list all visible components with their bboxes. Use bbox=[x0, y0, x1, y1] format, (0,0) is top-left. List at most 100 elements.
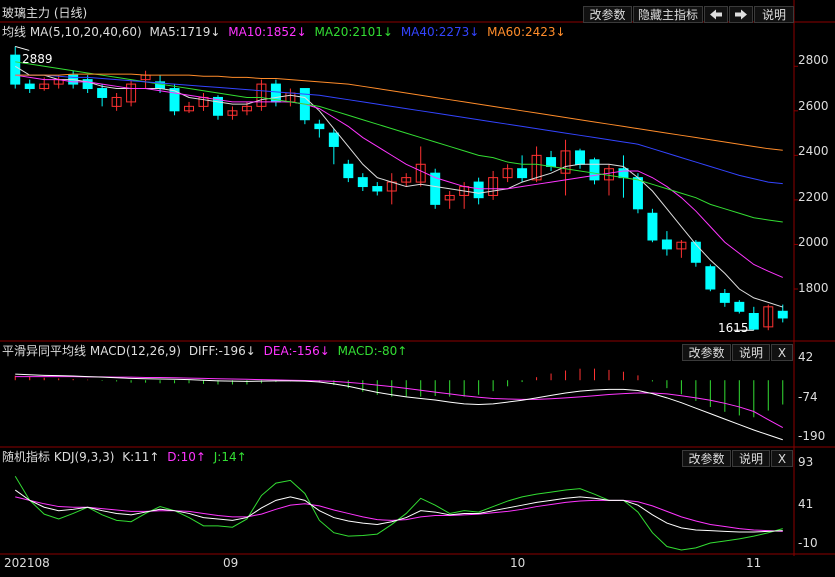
y-tick-1800: 1800 bbox=[798, 281, 829, 295]
candle-down bbox=[661, 239, 672, 250]
candle-down bbox=[430, 172, 441, 205]
y-tick-2600: 2600 bbox=[798, 99, 829, 113]
candle-down bbox=[575, 150, 586, 165]
diff-legend: DIFF:-196↓ bbox=[188, 344, 256, 358]
ma40-line bbox=[15, 74, 783, 185]
macd-params-button[interactable]: 改参数 bbox=[682, 344, 731, 361]
candle-down bbox=[719, 292, 730, 303]
candle-down bbox=[589, 159, 600, 181]
kdj-y-tick-41: 41 bbox=[798, 497, 814, 511]
y-tick-2200: 2200 bbox=[798, 190, 829, 204]
high-price-label: 2889 bbox=[22, 52, 53, 66]
candle-down bbox=[212, 96, 223, 116]
candle-down bbox=[357, 177, 368, 188]
candle-down bbox=[314, 123, 325, 130]
dea-legend: DEA:-156↓ bbox=[263, 344, 330, 358]
candle-up bbox=[488, 177, 499, 196]
macd-y-tick-190: -190 bbox=[798, 429, 826, 443]
macd-title: 平滑异同平均线 bbox=[2, 344, 87, 358]
candle-up bbox=[763, 306, 774, 328]
y-tick-2000: 2000 bbox=[798, 235, 829, 249]
candle-down bbox=[24, 83, 35, 90]
low-price-label: 1615 bbox=[718, 321, 749, 335]
candle-down bbox=[517, 168, 528, 179]
candle-up bbox=[126, 83, 137, 103]
macd-close-button[interactable]: X bbox=[771, 344, 793, 361]
macd-value-legend: MACD:-80↑ bbox=[337, 344, 408, 358]
macd-y-tick-74: -74 bbox=[798, 390, 818, 404]
arrow-left-icon bbox=[710, 9, 722, 20]
x-label-11: 11 bbox=[746, 556, 762, 570]
dea-line bbox=[15, 376, 783, 429]
candle-down bbox=[618, 168, 629, 179]
x-label-10: 10 bbox=[510, 556, 526, 570]
y-tick-2400: 2400 bbox=[798, 144, 829, 158]
candle-down bbox=[748, 313, 759, 330]
candle-up bbox=[502, 168, 513, 179]
candle-down bbox=[777, 310, 788, 319]
params-button[interactable]: 改参数 bbox=[583, 6, 632, 23]
ma60-line bbox=[15, 73, 783, 151]
candle-down bbox=[690, 241, 701, 263]
k-legend: K:11↑ bbox=[122, 450, 160, 464]
ma20-line bbox=[15, 61, 783, 223]
ma10-legend: MA10:1852↓ bbox=[228, 25, 307, 39]
arrow-right-icon bbox=[735, 9, 747, 20]
candle-up bbox=[39, 83, 50, 90]
macd-header: 平滑异同平均线 MACD(12,26,9) DIFF:-196↓ DEA:-15… bbox=[2, 343, 407, 360]
candle-down bbox=[169, 88, 180, 112]
kdj-y-tick-93: 93 bbox=[798, 455, 814, 469]
candle-down bbox=[372, 186, 383, 192]
candle-down bbox=[632, 177, 643, 210]
ma10-line bbox=[15, 74, 783, 278]
j-line bbox=[14, 476, 783, 551]
candle-down bbox=[328, 132, 339, 147]
candle-up bbox=[256, 83, 267, 107]
macd-params-legend: MACD(12,26,9) bbox=[89, 344, 181, 358]
next-button[interactable] bbox=[729, 6, 753, 23]
candle-up bbox=[560, 150, 571, 174]
j-legend: J:14↑ bbox=[213, 450, 247, 464]
candle-down bbox=[97, 88, 108, 98]
candle-up bbox=[111, 96, 122, 107]
candle-up bbox=[444, 194, 455, 201]
candle-down bbox=[343, 163, 354, 179]
diff-line bbox=[15, 373, 783, 441]
macd-y-tick-42: 42 bbox=[798, 350, 814, 364]
candle-up bbox=[401, 177, 412, 183]
kdj-header: 随机指标 KDJ(9,3,3) K:11↑ D:10↑ J:14↑ bbox=[2, 449, 247, 466]
kdj-params-button[interactable]: 改参数 bbox=[682, 450, 731, 467]
y-tick-2800: 2800 bbox=[798, 53, 829, 67]
candle-down bbox=[10, 54, 21, 85]
kdj-close-button[interactable]: X bbox=[771, 450, 793, 467]
candle-up bbox=[241, 105, 252, 112]
macd-help-button[interactable]: 说明 bbox=[732, 344, 770, 361]
d-line bbox=[15, 496, 783, 532]
ma40-legend: MA40:2273↓ bbox=[400, 25, 480, 39]
candle-down bbox=[734, 301, 745, 312]
kdj-params-legend: KDJ(9,3,3) bbox=[53, 450, 115, 464]
d-legend: D:10↑ bbox=[167, 450, 206, 464]
kdj-title: 随机指标 bbox=[2, 450, 51, 464]
candle-down bbox=[82, 79, 93, 90]
candle-up bbox=[227, 110, 238, 116]
x-label-09: 09 bbox=[223, 556, 239, 570]
candle-down bbox=[705, 266, 716, 290]
help-button[interactable]: 说明 bbox=[754, 6, 794, 23]
ma60-legend: MA60:2423↓ bbox=[487, 25, 566, 39]
kdj-help-button[interactable]: 说明 bbox=[732, 450, 770, 467]
ma5-legend: MA5:1719↓ bbox=[149, 25, 221, 39]
kdj-y-tick-10: -10 bbox=[798, 536, 818, 550]
k-line bbox=[14, 489, 783, 533]
candle-down bbox=[473, 181, 484, 199]
hide-indicator-button[interactable]: 隐藏主指标 bbox=[633, 6, 703, 23]
candle-up bbox=[531, 154, 542, 181]
ma20-legend: MA20:2101↓ bbox=[314, 25, 393, 39]
prev-button[interactable] bbox=[704, 6, 728, 23]
candle-down bbox=[546, 157, 557, 168]
ma-legend-label: 均线 MA(5,10,20,40,60) bbox=[2, 25, 142, 39]
high-price-pointer bbox=[15, 45, 30, 51]
candle-up bbox=[676, 241, 687, 250]
candle-down bbox=[647, 212, 658, 241]
